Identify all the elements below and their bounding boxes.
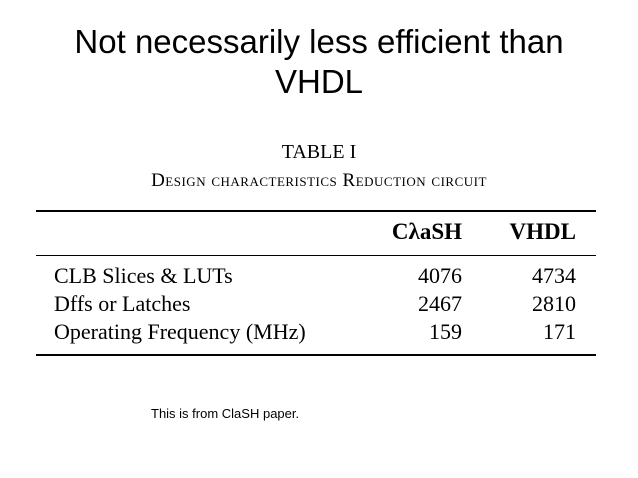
- table-row: CLB Slices & LUTs 4076 4734: [36, 262, 596, 290]
- table-top-rule: [36, 210, 596, 212]
- table-caption: TABLE I Design characteristics Reduction…: [0, 140, 638, 193]
- table-caption-title: Design characteristics Reduction circuit: [151, 170, 487, 191]
- table-bottom-rule: [36, 354, 596, 356]
- table-row: Dffs or Latches 2467 2810: [36, 290, 596, 318]
- table-row: Operating Frequency (MHz) 159 171: [36, 318, 596, 346]
- table-caption-number: TABLE I: [281, 141, 357, 163]
- slide-title: Not necessarily less efficient than VHDL: [0, 22, 638, 102]
- row-label: Dffs or Latches: [54, 291, 191, 316]
- row-vhdl-value: 171: [543, 319, 576, 344]
- row-clash-value: 159: [429, 319, 462, 344]
- row-vhdl-value: 2810: [532, 291, 576, 316]
- table-header-rule: [36, 255, 596, 256]
- slide-title-line-2: VHDL: [274, 63, 364, 100]
- column-header-vhdl: VHDL: [509, 219, 576, 244]
- source-note: This is from ClaSH paper.: [151, 406, 300, 421]
- row-label: Operating Frequency (MHz): [54, 319, 306, 344]
- row-clash-value: 4076: [418, 263, 462, 288]
- column-header-clash: CλaSH: [391, 219, 462, 244]
- row-vhdl-value: 4734: [532, 263, 576, 288]
- row-label: CLB Slices & LUTs: [54, 263, 233, 288]
- table-body: CLB Slices & LUTs 4076 4734 Dffs or Latc…: [36, 262, 596, 346]
- row-clash-value: 2467: [418, 291, 462, 316]
- table-header-row: CλaSH VHDL: [36, 219, 596, 247]
- slide-title-line-1: Not necessarily less efficient than: [74, 23, 564, 60]
